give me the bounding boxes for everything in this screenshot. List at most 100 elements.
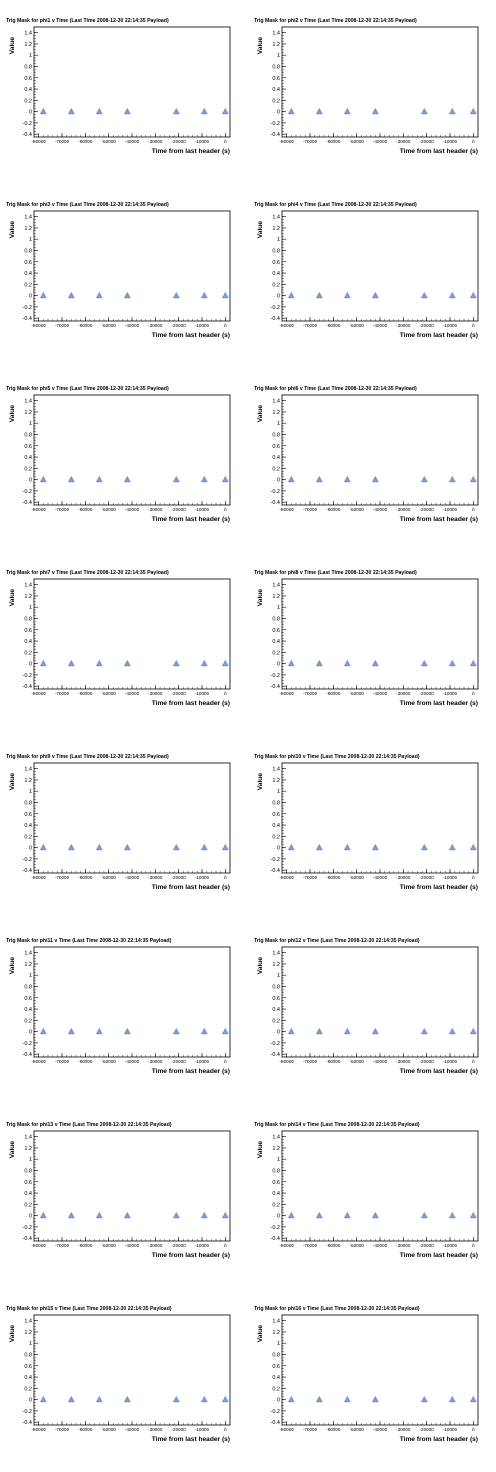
y-tick-label: 0.4 — [24, 1375, 32, 1381]
x-tick-label: -30000 — [148, 1427, 163, 1432]
data-point — [67, 1027, 75, 1035]
y-tick-label: 1.4 — [24, 951, 32, 957]
x-tick-label: -70000 — [55, 139, 70, 144]
plot-frame — [33, 762, 231, 874]
y-tick-label: 0 — [29, 110, 32, 116]
y-tick-label: 1.4 — [24, 1319, 32, 1325]
y-tick-label: 0.6 — [24, 628, 32, 634]
y-tick-label: 1.2 — [272, 962, 280, 968]
y-axis-label: Value — [257, 957, 264, 975]
x-tick-label: -10000 — [195, 691, 210, 696]
x-tick-label: -50000 — [102, 139, 117, 144]
data-point — [67, 659, 75, 667]
y-tick-label: -0.2 — [271, 1041, 280, 1047]
plot-frame — [33, 1130, 231, 1242]
y-tick-label: 1 — [29, 1157, 32, 1163]
chart-title: Trig Mask for phi14 v Time (Last Time 20… — [254, 1122, 420, 1128]
x-tick-label: -10000 — [195, 507, 210, 512]
chart-panel-15: Trig Mask for phi15 v Time (Last Time 20… — [6, 1306, 231, 1443]
y-tick-label: 0 — [29, 846, 32, 852]
chart-title: Trig Mask for phi4 v Time (Last Time 200… — [254, 202, 417, 208]
x-tick-label: -80000 — [32, 139, 47, 144]
y-axis-label: Value — [9, 37, 16, 55]
x-tick-label: -50000 — [102, 507, 117, 512]
data-point — [448, 1027, 456, 1035]
x-tick-label: -60000 — [78, 323, 93, 328]
x-tick-label: -60000 — [326, 875, 341, 880]
y-tick-label: 1.2 — [272, 1330, 280, 1336]
y-tick-label: 0.2 — [272, 98, 280, 104]
data-point — [287, 291, 295, 299]
y-tick-label: 0 — [277, 846, 280, 852]
data-point — [39, 1027, 47, 1035]
data-point — [448, 1395, 456, 1403]
data-point — [448, 475, 456, 483]
data-point — [172, 291, 180, 299]
x-tick-label: 0 — [224, 691, 227, 696]
x-tick-label: -40000 — [125, 875, 140, 880]
x-tick-label: 0 — [472, 691, 475, 696]
x-tick-label: -40000 — [373, 1059, 388, 1064]
data-point — [287, 843, 295, 851]
y-tick-label: -0.2 — [23, 673, 32, 679]
y-tick-label: 1 — [29, 1341, 32, 1347]
x-tick-label: -80000 — [32, 1427, 47, 1432]
y-tick-label: 0.8 — [24, 984, 32, 990]
y-tick-label: 0.4 — [272, 1191, 280, 1197]
y-tick-label: 0.8 — [24, 1168, 32, 1174]
x-tick-label: -70000 — [55, 691, 70, 696]
y-tick-label: 1 — [29, 237, 32, 243]
y-tick-label: -0.2 — [271, 1409, 280, 1415]
y-tick-label: -0.2 — [23, 121, 32, 127]
x-tick-label: -80000 — [32, 875, 47, 880]
y-tick-label: 0.2 — [24, 1018, 32, 1024]
x-axis-label: Time from last header (s) — [400, 700, 478, 707]
y-tick-label: 1.4 — [24, 1135, 32, 1141]
y-tick-label: 0.4 — [272, 271, 280, 277]
chart-panel-6: Trig Mask for phi6 v Time (Last Time 200… — [254, 386, 479, 523]
chart-title: Trig Mask for phi6 v Time (Last Time 200… — [254, 386, 417, 392]
plot-frame — [281, 26, 479, 138]
chart-panel-1: Trig Mask for phi1 v Time (Last Time 200… — [6, 18, 231, 155]
y-tick-label: 0 — [277, 294, 280, 300]
data-point — [39, 475, 47, 483]
data-point — [343, 1395, 351, 1403]
x-tick-label: -40000 — [373, 139, 388, 144]
x-tick-label: -10000 — [443, 691, 458, 696]
x-tick-label: -60000 — [326, 507, 341, 512]
data-point — [448, 843, 456, 851]
x-tick-label: -50000 — [102, 875, 117, 880]
data-point — [200, 475, 208, 483]
y-tick-label: 0.6 — [24, 260, 32, 266]
y-tick-label: 1 — [277, 789, 280, 795]
chart-panel-13: Trig Mask for phi13 v Time (Last Time 20… — [6, 1122, 231, 1259]
plot-frame — [33, 26, 231, 138]
y-tick-label: -0.2 — [23, 1225, 32, 1231]
y-tick-label: 1.4 — [272, 1135, 280, 1141]
x-tick-label: -70000 — [55, 507, 70, 512]
data-point — [221, 1395, 229, 1403]
y-tick-label: -0.4 — [271, 1052, 280, 1058]
y-tick-label: 0.8 — [24, 616, 32, 622]
plot-frame — [33, 578, 231, 690]
y-tick-label: 0.8 — [24, 64, 32, 70]
x-tick-label: 0 — [472, 1059, 475, 1064]
x-tick-label: -70000 — [55, 323, 70, 328]
x-tick-label: -50000 — [102, 691, 117, 696]
x-tick-label: 0 — [224, 1243, 227, 1248]
x-tick-label: -20000 — [172, 1059, 187, 1064]
x-tick-label: -30000 — [148, 875, 163, 880]
data-point — [221, 107, 229, 115]
data-point — [172, 1211, 180, 1219]
y-tick-label: 1 — [29, 421, 32, 427]
data-point — [371, 1027, 379, 1035]
data-point — [371, 291, 379, 299]
x-axis-label: Time from last header (s) — [400, 332, 478, 339]
chart-title: Trig Mask for phi1 v Time (Last Time 200… — [6, 18, 169, 24]
y-tick-label: -0.2 — [271, 489, 280, 495]
x-tick-label: -60000 — [326, 1059, 341, 1064]
y-tick-label: 1.2 — [24, 42, 32, 48]
plot-frame — [281, 394, 479, 506]
y-tick-label: 0.6 — [24, 996, 32, 1002]
data-point — [315, 1395, 323, 1403]
